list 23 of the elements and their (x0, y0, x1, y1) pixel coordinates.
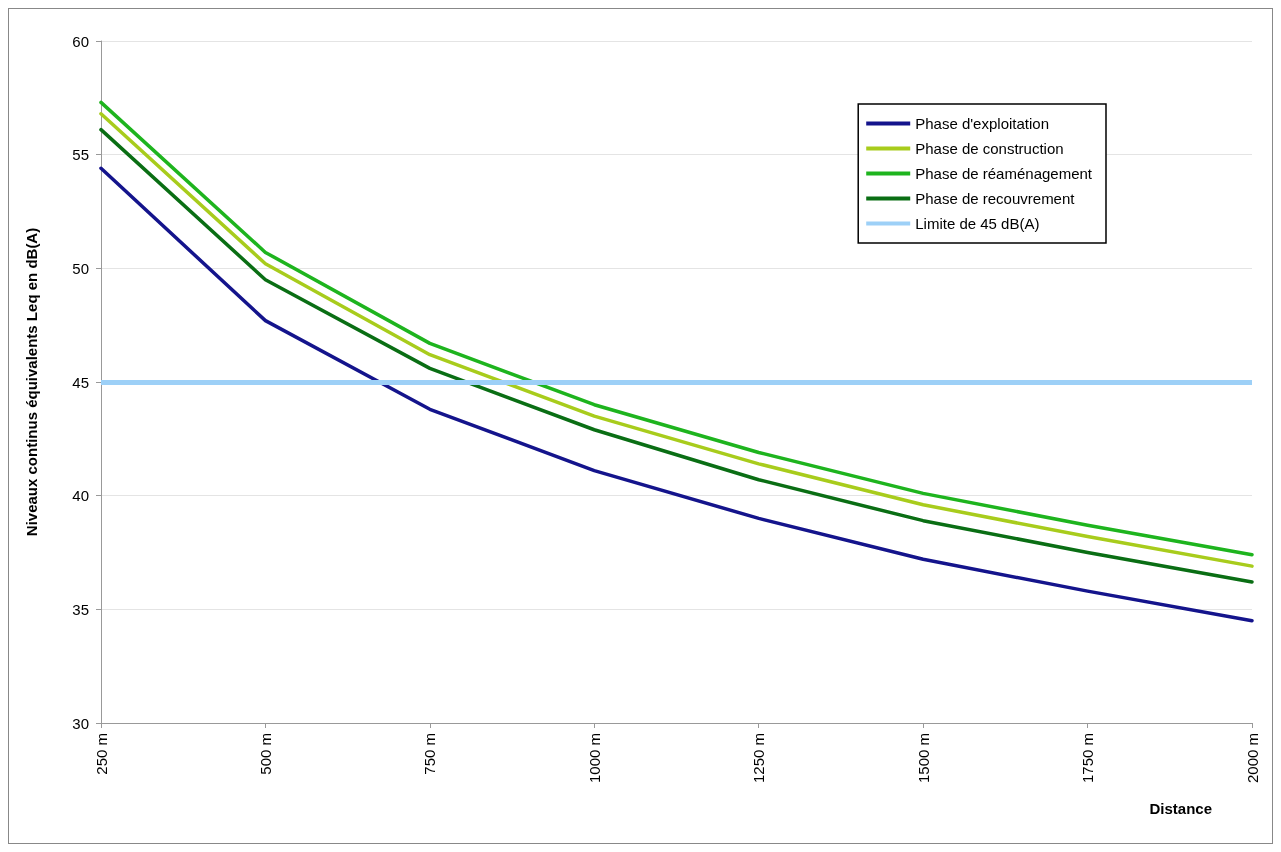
y-tick-label: 30 (72, 714, 89, 732)
y-tick-label: 45 (72, 373, 89, 391)
x-tick-label: 1000 m (585, 733, 603, 784)
legend-label: Phase d'exploitation (915, 115, 1050, 132)
y-axis-title: Niveaux continus équivalents Leq en dB(A) (23, 227, 40, 537)
y-tick-label: 40 (72, 487, 89, 505)
x-axis-title: Distance (1149, 800, 1212, 817)
y-tick-label: 50 (72, 259, 89, 277)
x-tick-label: 1750 m (1079, 733, 1097, 784)
x-tick-label: 500 m (256, 733, 274, 775)
legend-label: Phase de recouvrement (915, 190, 1076, 207)
legend-label: Limite de 45 dB(A) (915, 215, 1040, 232)
x-tick-label: 750 m (421, 733, 439, 775)
y-tick-label: 35 (72, 600, 89, 618)
legend-label: Phase de construction (915, 140, 1064, 157)
x-tick-label: 2000 m (1243, 733, 1261, 784)
x-tick-label: 1250 m (750, 733, 768, 784)
line-series (99, 166, 1254, 623)
x-tick-label: 250 m (92, 733, 110, 775)
y-tick-label: 60 (72, 32, 89, 50)
x-tick-label: 1500 m (914, 733, 932, 784)
legend-label: Phase de réaménagement (915, 165, 1093, 182)
y-tick-label: 55 (72, 146, 89, 164)
